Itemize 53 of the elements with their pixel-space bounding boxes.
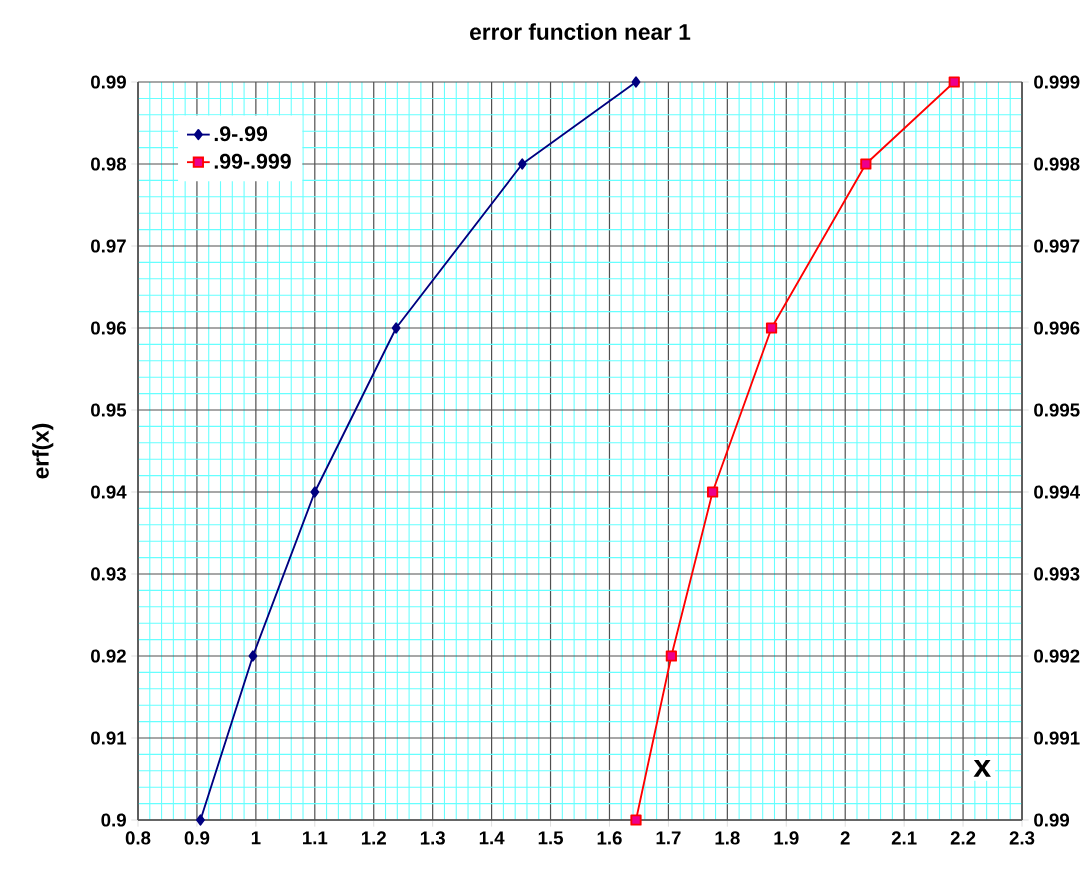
point [707,486,719,498]
point [948,76,960,88]
point [391,322,401,334]
point [860,158,872,170]
y2-tick-label: 0.998 [1034,157,1080,171]
x-tick-label: 1.7 [656,831,681,845]
y-tick-label: 0.94 [91,485,127,499]
x-tick-label: 1.4 [479,831,505,845]
point [310,486,320,498]
point [630,814,642,826]
point [517,158,527,170]
x-tick-label: 1.6 [597,831,622,845]
x-tick-label: 2.1 [891,831,917,845]
legend-label: .9-.99 [214,126,268,142]
y2-tick-label: 0.994 [1034,485,1081,499]
point [665,650,677,662]
y-tick-label: 0.99 [91,75,126,89]
y-tick-label: 0.95 [91,403,127,417]
x-tick-label: 0.9 [184,831,210,845]
point [765,322,778,334]
y-axis-title: erf(x) [32,423,54,479]
x-axis-title: x [973,759,991,777]
legend-label: .99-.999 [214,153,291,169]
x-tick-label: 1.3 [420,831,445,845]
y-tick-label: 0.91 [91,731,127,745]
y2-tick-label: 0.999 [1034,75,1080,89]
x-tick-label: 2.3 [1009,831,1035,845]
y2-tick-label: 0.99 [1034,813,1070,827]
y2-tick-label: 0.991 [1034,731,1080,745]
y2-tick-label: 0.995 [1034,403,1080,417]
y-tick-label: 0.92 [91,649,126,663]
point [248,650,258,662]
y-tick-label: 0.9 [101,813,126,827]
point [631,76,641,88]
x-tick-label: 1.9 [774,831,799,845]
x-tick-label: 1.1 [303,831,328,845]
point [196,814,205,826]
y-tick-label: 0.96 [91,321,126,335]
chart-title: error function near 1 [470,23,691,40]
y-tick-label: 0.93 [91,567,126,581]
x-tick-label: 0.8 [125,831,151,845]
y2-tick-label: 0.993 [1034,567,1080,581]
y-tick-label: 0.98 [91,157,127,171]
x-tick-label: 2 [840,831,850,845]
x-tick-label: 2.2 [950,831,976,845]
y-tick-label: 0.97 [91,239,126,253]
y2-tick-label: 0.997 [1034,239,1080,253]
y2-tick-label: 0.992 [1034,649,1080,663]
x-tick-label: 1 [251,831,261,845]
x-tick-label: 1.5 [538,831,563,845]
y2-tick-label: 0.996 [1034,321,1080,335]
x-tick-label: 1.8 [715,831,740,845]
x-tick-label: 1.2 [361,831,386,845]
